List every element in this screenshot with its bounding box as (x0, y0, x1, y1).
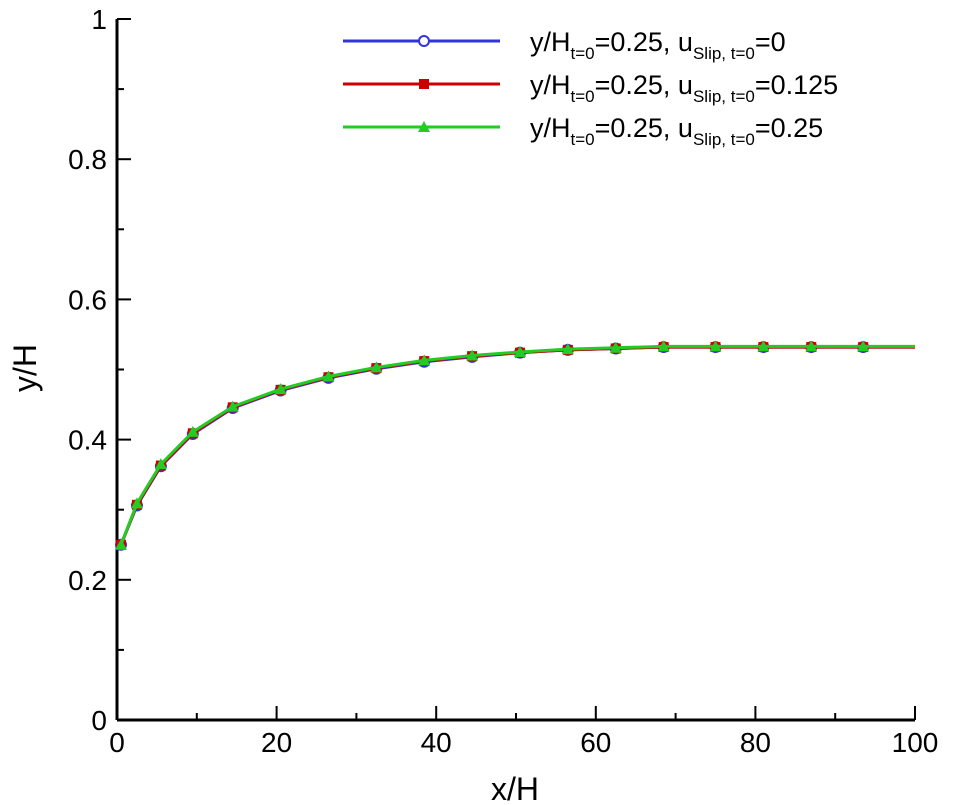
x-axis-title: x/H (491, 771, 539, 805)
data-point (561, 343, 574, 355)
legend-label: y/Ht=0=0.25, uSlip, t=0=0.125 (530, 70, 838, 106)
y-axis-title: y/H (7, 344, 43, 392)
data-point (370, 361, 383, 373)
data-point (466, 349, 479, 361)
series-2 (115, 342, 915, 550)
y-tick-label: 1 (91, 4, 107, 35)
data-point (857, 340, 870, 352)
data-point (513, 345, 526, 357)
series-1 (114, 341, 915, 551)
legend-item-2: y/Ht=0=0.25, uSlip, t=0=0.125 (343, 70, 838, 106)
y-tick-label: 0.2 (68, 565, 107, 596)
data-point (657, 340, 670, 352)
legend-marker (418, 121, 430, 132)
series-3 (114, 340, 915, 550)
legend-marker (419, 79, 429, 89)
series-line (119, 345, 915, 546)
ticks (116, 18, 916, 721)
x-tick-label: 100 (892, 727, 939, 758)
x-tick-label: 60 (580, 727, 611, 758)
series-line (119, 345, 915, 546)
tick-labels: 0 20 40 60 80 100 0 0.2 0.4 0.6 0.8 1 (68, 4, 938, 758)
series-group (114, 340, 915, 551)
legend-label: y/Ht=0=0.25, uSlip, t=0=0 (530, 27, 786, 63)
x-tick-label: 80 (740, 727, 771, 758)
data-point (757, 340, 770, 352)
data-point (609, 341, 622, 353)
data-point (805, 340, 818, 352)
legend-marker (418, 35, 430, 47)
x-tick-label: 20 (261, 727, 292, 758)
y-tick-label: 0.8 (68, 144, 107, 175)
data-point (274, 383, 287, 395)
series-line (119, 344, 915, 546)
y-tick-label: 0.4 (68, 425, 107, 456)
data-point (114, 538, 127, 550)
data-point (418, 354, 431, 366)
legend-label: y/Ht=0=0.25, uSlip, t=0=0.25 (530, 113, 823, 149)
y-tick-label: 0 (91, 705, 107, 736)
data-point (130, 497, 143, 509)
data-point (226, 400, 239, 412)
y-tick-label: 0.6 (68, 284, 107, 315)
legend: y/Ht=0=0.25, uSlip, t=0=0 y/Ht=0=0.25, uS… (343, 27, 838, 149)
x-tick-label: 0 (109, 727, 125, 758)
data-point (186, 425, 199, 437)
data-point (709, 340, 722, 352)
x-tick-label: 40 (421, 727, 452, 758)
data-point (322, 370, 335, 382)
legend-item-3: y/Ht=0=0.25, uSlip, t=0=0.25 (343, 113, 823, 149)
legend-item-1: y/Ht=0=0.25, uSlip, t=0=0 (343, 27, 786, 63)
data-point (154, 458, 167, 470)
